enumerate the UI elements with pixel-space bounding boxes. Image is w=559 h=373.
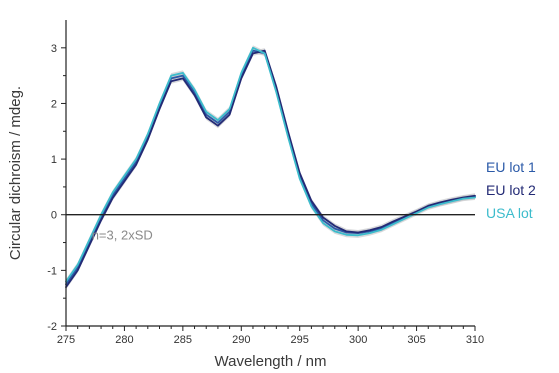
sd-band-1: [66, 48, 475, 287]
legend-entry-3: USA lot: [486, 205, 533, 221]
x-tick-label: 310: [466, 334, 484, 346]
legend: EU lot 1 EU lot 2 USA lot: [486, 159, 536, 221]
series-lines: [65, 46, 476, 288]
x-tick-label: 275: [57, 334, 75, 346]
x-axis-ticks: 275 280 285 290 295 300 305 310: [57, 326, 484, 346]
y-tick-label: 0: [51, 210, 57, 222]
sd-bands: [66, 45, 475, 290]
legend-entry-2: EU lot 2: [486, 182, 536, 198]
sd-annotation: n=3, 2xSD: [92, 228, 153, 243]
series-line-2: [65, 49, 476, 288]
x-tick-label: 280: [115, 334, 133, 346]
y-tick-label: 2: [51, 98, 57, 110]
y-tick-label: 1: [51, 154, 57, 166]
x-axis-label: Wavelength / nm: [215, 353, 327, 370]
x-tick-label: 290: [232, 334, 250, 346]
x-tick-label: 285: [174, 334, 192, 346]
legend-entry-1: EU lot 1: [486, 159, 536, 175]
y-tick-label: -2: [47, 321, 57, 333]
series-line-3: [65, 46, 476, 283]
sd-band-2: [66, 48, 475, 290]
sd-band-3: [66, 45, 475, 284]
series-line-1: [65, 49, 476, 286]
y-axis-ticks: -2 -1 0 1 2 3: [47, 43, 66, 333]
x-tick-label: 300: [349, 334, 367, 346]
x-tick-label: 305: [407, 334, 425, 346]
y-axis-label: Circular dichroism / mdeg.: [7, 86, 24, 260]
x-tick-label: 295: [291, 334, 309, 346]
y-tick-label: -1: [47, 265, 57, 277]
y-tick-label: 3: [51, 43, 57, 55]
